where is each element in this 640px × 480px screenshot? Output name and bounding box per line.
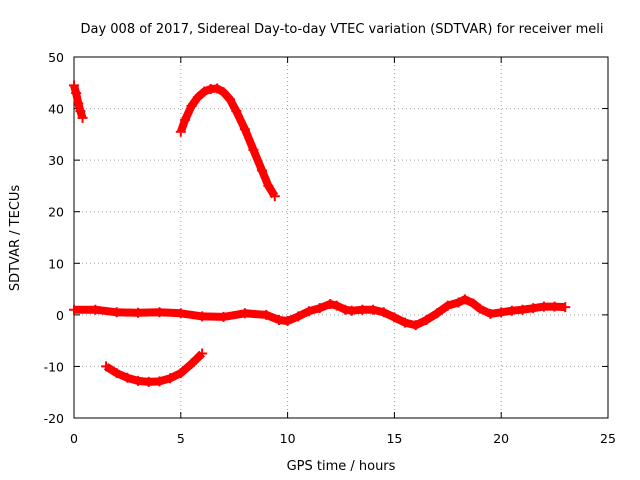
x-tick-label: 10 — [280, 431, 296, 446]
data-point — [75, 106, 86, 117]
data-point — [239, 124, 250, 135]
x-tick-label: 0 — [70, 431, 78, 446]
data-point — [143, 376, 154, 387]
x-tick-label: 5 — [177, 431, 185, 446]
data-point — [197, 348, 208, 359]
data-point — [432, 308, 443, 319]
series-segment-3 — [103, 350, 205, 386]
data-point — [468, 298, 479, 309]
data-point — [261, 309, 272, 320]
grid — [74, 57, 608, 418]
x-tick-label: 25 — [600, 431, 616, 446]
data-point — [453, 297, 464, 308]
data-point — [346, 305, 357, 316]
data-point — [303, 306, 314, 317]
data-point — [111, 368, 122, 379]
data-point — [560, 302, 571, 313]
data-point — [331, 300, 342, 311]
data-point — [154, 376, 165, 387]
data-point — [90, 304, 101, 315]
y-tick-label: 20 — [48, 205, 64, 220]
data-point — [218, 311, 229, 322]
data-point — [224, 94, 235, 105]
chart-title: Day 008 of 2017, Sidereal Day-to-day VTE… — [80, 22, 603, 37]
data-point — [248, 144, 259, 155]
data-point — [180, 114, 191, 125]
y-tick-label: 30 — [48, 153, 64, 168]
data-point — [357, 304, 368, 315]
data-point — [389, 312, 400, 323]
data-point — [549, 301, 560, 312]
y-tick-label: 40 — [48, 102, 64, 117]
data-point — [442, 300, 453, 311]
data-point — [517, 304, 528, 315]
data-point — [186, 100, 197, 111]
series-segment-4 — [74, 295, 566, 330]
x-tick-label: 20 — [493, 431, 509, 446]
y-tick-label: 0 — [56, 308, 64, 323]
data-point — [199, 86, 210, 97]
data-point — [528, 303, 539, 314]
data-point — [197, 311, 208, 322]
series-segment-2 — [177, 84, 279, 199]
axis-ticks: 0 5 10 15 20 25 -20 -10 0 10 20 30 40 50 — [44, 50, 616, 446]
data-point — [538, 301, 549, 312]
data-point — [175, 308, 186, 319]
data-point — [263, 180, 274, 191]
y-tick-label: 50 — [48, 50, 64, 65]
data-point — [314, 303, 325, 314]
data-point — [218, 87, 229, 98]
data-point — [269, 191, 280, 202]
data-point — [165, 373, 176, 384]
data-point — [69, 80, 79, 91]
data-point — [421, 315, 432, 326]
data-point — [274, 315, 285, 326]
data-point — [256, 165, 267, 176]
data-series — [69, 80, 571, 387]
data-point — [101, 361, 112, 372]
data-point — [340, 304, 351, 315]
data-point — [400, 317, 411, 328]
data-point — [192, 92, 203, 103]
data-point — [506, 305, 517, 316]
data-point — [239, 308, 250, 319]
data-point — [496, 307, 507, 318]
data-point — [368, 304, 379, 315]
data-point — [77, 112, 88, 123]
data-point — [111, 307, 122, 318]
x-axis-label: GPS time / hours — [287, 459, 396, 474]
x-tick-label: 15 — [386, 431, 402, 446]
data-point — [71, 88, 82, 99]
data-point — [154, 307, 165, 318]
plot-frame — [73, 56, 609, 419]
data-point — [410, 320, 421, 331]
data-point — [69, 304, 79, 315]
data-point — [325, 299, 336, 310]
data-point — [485, 308, 496, 319]
y-tick-label: 10 — [48, 256, 64, 271]
y-tick-label: -10 — [44, 359, 64, 374]
data-point — [175, 126, 186, 137]
data-point — [133, 307, 144, 318]
data-point — [459, 294, 470, 305]
data-point — [122, 372, 133, 383]
data-point — [73, 98, 84, 109]
data-point — [231, 106, 242, 117]
data-point — [378, 307, 389, 318]
data-point — [282, 316, 293, 327]
data-point — [293, 311, 304, 322]
data-point — [186, 358, 197, 369]
y-axis-label: SDTVAR / TECUs — [8, 185, 23, 292]
data-point — [175, 368, 186, 379]
data-point — [212, 83, 223, 94]
y-tick-label: -20 — [44, 411, 64, 426]
data-point — [474, 303, 485, 314]
data-point — [133, 375, 144, 386]
